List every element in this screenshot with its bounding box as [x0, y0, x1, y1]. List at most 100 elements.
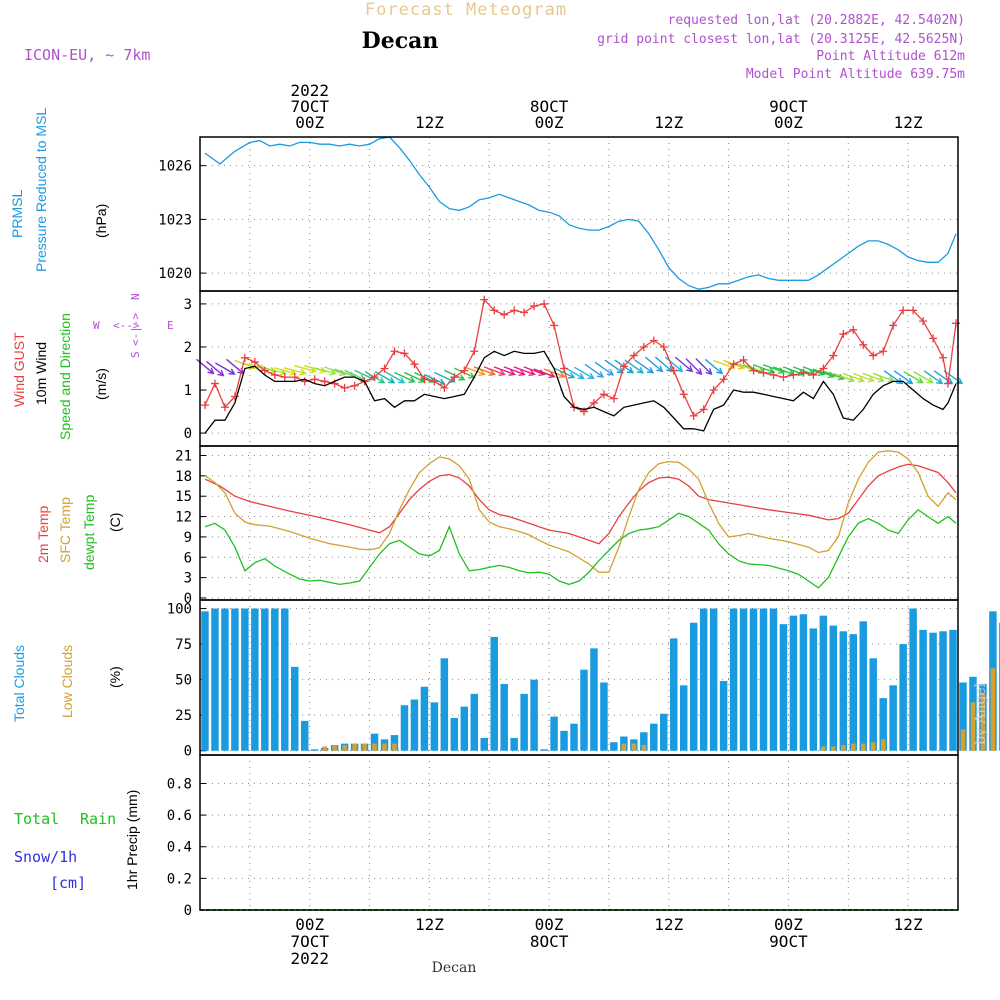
temp-ylabel: (C) [107, 513, 123, 532]
wind-arrow-head [249, 362, 257, 370]
wind-arrow-head [705, 368, 713, 376]
precip-frame [199, 754, 959, 911]
wind-arrow-head [695, 368, 703, 376]
wind-direction-arrow [812, 368, 834, 378]
time-label-bottom: 00Z [295, 915, 324, 934]
wind-direction-arrow [695, 358, 712, 375]
wind-direction-arrow [913, 371, 933, 384]
gust-marker [749, 366, 758, 375]
wind-direction-arrow [206, 360, 224, 377]
gust-marker [799, 368, 808, 377]
wind-arrow-head [896, 377, 904, 385]
gust-marker [370, 373, 379, 382]
wind-direction-arrow [664, 356, 683, 372]
gust-marker [939, 353, 948, 362]
total-cloud-bar [719, 681, 728, 751]
temp-panel: 0 3 6 9 12 15 18 21 [175, 445, 959, 607]
wind-arrow-head [916, 377, 924, 384]
gust-marker [410, 360, 419, 369]
gust-marker [210, 379, 219, 388]
total-cloud-bar [221, 608, 229, 751]
gust-marker [270, 370, 279, 379]
total-cloud-bar [739, 608, 748, 751]
total-cloud-bar [709, 608, 718, 751]
wind-arrow-head [616, 366, 625, 374]
total-cloud-bar [560, 730, 568, 751]
pressure-panel: 1020 1023 1026 [158, 136, 959, 292]
gust-marker [879, 347, 888, 356]
wind-arrow-head [498, 369, 506, 377]
gust-marker [899, 306, 908, 315]
gust-marker [490, 306, 499, 315]
cloud-ylabel: (%) [107, 666, 123, 688]
wind-direction-arrow [933, 370, 953, 384]
gust-marker [380, 364, 389, 373]
wind-direction-arrow [822, 370, 844, 380]
wind-direction-arrow [263, 367, 286, 375]
gust-marker [759, 368, 768, 377]
snow-label-2: [cm] [50, 874, 86, 892]
total-cloud-bar [939, 631, 947, 751]
gust-marker [290, 373, 299, 382]
gust-marker [619, 362, 628, 371]
low-cloud-bar [880, 739, 886, 751]
total-cloud-bar [460, 706, 469, 751]
low-cloud-bar [322, 746, 327, 751]
time-label-bottom: 00Z [535, 915, 564, 934]
wind-direction-arrow [553, 367, 575, 379]
gust-marker [200, 401, 209, 410]
compass-legend: N W <--> E <-|-> S [93, 293, 174, 358]
wind-arrow-head [567, 372, 576, 379]
low-cloud-bar [362, 743, 367, 751]
gust-marker [849, 325, 858, 334]
gust-marker [769, 370, 778, 379]
time-label-bottom: 12Z [415, 915, 444, 934]
wind-arrow-head [397, 377, 406, 384]
wind-arrow-head [518, 369, 526, 377]
low-cloud-bar [960, 729, 966, 751]
total-cloud-bar [550, 716, 558, 751]
wind-arrow-head [408, 376, 416, 383]
total-cloud-bar [689, 622, 698, 751]
wind-direction-arrow [483, 366, 505, 376]
wind-arrow-head [936, 377, 944, 385]
wind-direction-arrow [344, 369, 365, 381]
total-cloud-bar [231, 608, 239, 751]
wind-arrow-head [478, 369, 486, 377]
model-altitude: Model Point Altitude 639.75m [746, 67, 965, 82]
total-cloud-bar [610, 742, 618, 751]
total-cloud-bar [291, 666, 299, 751]
compass-e: E [167, 319, 174, 332]
total-cloud-bar [949, 629, 957, 751]
time-label-top: 12Z [654, 113, 683, 132]
grid-point-coords: grid point closest lon,lat (20.3125E, 42… [597, 32, 965, 47]
gust-marker [929, 334, 938, 343]
wind-arrow-head [577, 372, 585, 380]
total-cloud-bar [510, 737, 518, 751]
total-cloud-bar [500, 683, 508, 751]
low-cloud-bar [990, 668, 996, 751]
wind-direction-arrow [394, 371, 415, 383]
total-cloud-bar [590, 648, 598, 751]
wind-direction-arrow [523, 366, 545, 376]
gust-marker [250, 358, 259, 367]
total-cloud-bar [430, 702, 439, 751]
gust-marker [629, 351, 638, 360]
precip-label-rain: Rain [80, 810, 116, 828]
total-cloud-bar [660, 713, 668, 751]
gust-marker [340, 383, 349, 392]
model-label: ICON-EU, ~ 7km [24, 46, 150, 64]
pressure-label-1: PRMSL [9, 190, 25, 238]
gust-marker [400, 349, 409, 358]
total-cloud-bar [799, 614, 808, 751]
gust-marker [510, 306, 519, 315]
temp-label-2: SFC Temp [57, 497, 73, 563]
wind-arrow-head [458, 374, 466, 381]
total-cloud-bar [789, 615, 798, 751]
wind-arrow-head [388, 377, 396, 384]
time-label-top: 12Z [415, 113, 444, 132]
wind-direction-arrow [872, 372, 894, 382]
total-cloud-bar [959, 682, 967, 751]
gust-marker [859, 340, 868, 349]
